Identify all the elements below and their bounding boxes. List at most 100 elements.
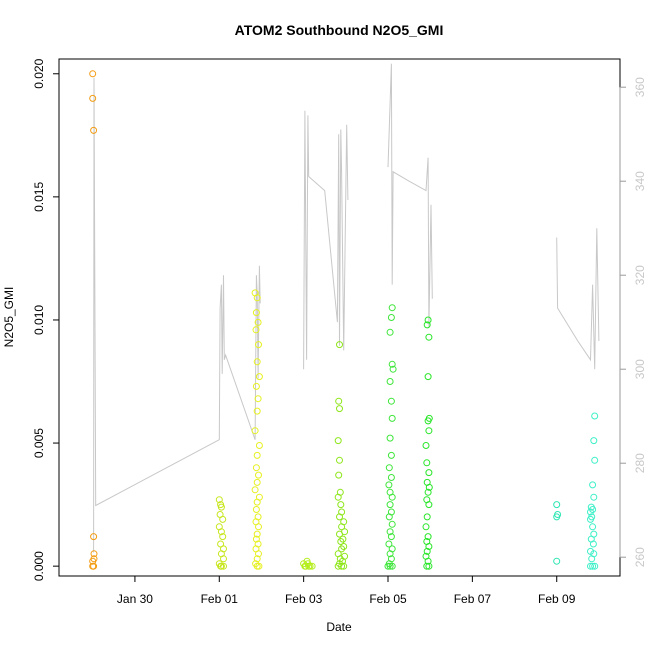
data-point [255,471,262,479]
data-point [254,318,262,326]
data-point [336,405,343,413]
y-tick-label: 0.000 [32,551,46,581]
data-point [424,316,432,324]
data-point [386,378,394,385]
data-point [423,562,431,570]
altitude-line-segment [93,77,261,553]
data-point [385,513,393,521]
data-point [591,412,599,420]
x-tick-label: Feb 01 [201,592,239,606]
y2-tick-label: 340 [633,171,647,191]
data-point [425,469,433,477]
data-point [336,513,343,521]
data-point [425,501,433,509]
data-point [338,562,346,570]
scatter-points-layer [89,70,599,570]
y-tick-label: 0.020 [32,58,46,88]
data-point [387,397,395,405]
data-point [423,459,431,467]
data-point [334,562,342,570]
data-point [589,540,597,548]
data-point [255,373,263,381]
x-tick-label: Feb 09 [538,592,576,606]
series-group [300,557,316,570]
data-point [215,496,223,504]
data-point [425,562,433,570]
data-point [424,533,432,541]
data-point [336,530,343,538]
data-point [425,543,433,550]
data-point [589,523,597,531]
x-tick-label: Feb 03 [285,592,323,606]
data-point [255,442,263,449]
series-group [334,341,349,570]
data-point [305,562,313,570]
data-point [422,442,430,449]
data-point [386,434,394,442]
data-point [388,493,396,501]
data-point [553,501,561,509]
data-point [219,515,227,523]
data-point [425,333,433,341]
x-tick-label: Feb 05 [369,592,407,606]
data-point [220,555,227,563]
data-point [89,94,97,102]
y-tick-label: 0.005 [32,428,46,458]
data-point [386,550,394,558]
y-axis-label: N2O5_GMI [2,287,16,348]
y2-tick-label: 320 [633,265,647,285]
y-axis-left: 0.000 0.005 0.010 0.015 0.020 [32,58,60,581]
data-point [336,456,343,464]
data-point [388,360,396,368]
data-point [334,493,342,501]
data-point [384,562,392,570]
y2-tick-label: 280 [633,453,647,473]
data-point [423,321,431,329]
x-axis-label: Date [326,620,352,634]
data-point [385,540,393,548]
data-point [337,538,345,545]
series-group [251,289,263,570]
y-axis-right: 260 280 300 320 340 360 [619,77,647,567]
data-point [423,513,431,521]
x-tick-label: Feb 07 [454,592,492,606]
data-point [253,294,261,302]
data-point [588,555,596,563]
data-point [255,550,262,558]
data-point [387,451,395,459]
data-point [334,437,342,445]
series-group [215,496,227,570]
data-point [253,498,261,506]
data-point [90,533,98,541]
data-point [422,523,430,531]
data-point [590,493,598,501]
data-point [220,562,227,570]
data-point [251,427,259,435]
data-point [253,555,261,563]
data-point [338,523,346,531]
data-point [388,562,396,570]
data-point [255,523,262,531]
data-point [385,464,393,472]
y2-tick-label: 300 [633,359,647,379]
altitude-line-layer [93,63,600,553]
data-point [217,528,225,536]
data-point [589,481,597,489]
data-point [251,486,259,494]
data-point [252,309,260,317]
data-point [254,395,262,403]
data-point [337,501,345,509]
data-point [90,550,98,558]
altitude-line-segment [387,63,433,327]
series-group [553,501,562,565]
data-point [387,474,395,481]
data-point [253,562,261,570]
data-point [252,464,260,472]
data-point [253,407,261,415]
data-point [338,545,346,553]
data-point [89,557,97,565]
data-point [590,437,598,445]
y2-tick-label: 360 [633,77,647,97]
data-point [388,520,396,528]
